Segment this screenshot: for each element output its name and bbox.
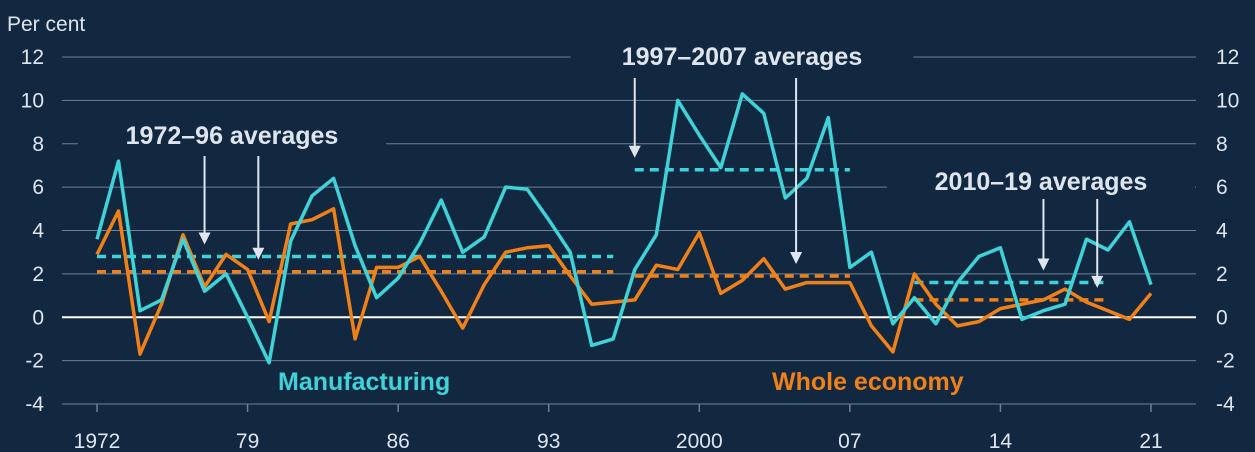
x-tick-labels: 1972 79 86 93 2000 07 14 21 xyxy=(74,404,1163,452)
series-label-manufacturing: Manufacturing xyxy=(278,368,450,396)
y-tick-labels-right: -4 -2 0 2 4 6 8 10 12 xyxy=(1216,46,1239,416)
annotations: 1972–96 averages 1997–2007 averages 2010–1… xyxy=(78,41,1195,288)
annotation-arrow-head-0-0 xyxy=(198,232,211,245)
annotation-bg-0 xyxy=(78,120,386,152)
y-tick-right--4: -4 xyxy=(1216,393,1235,416)
x-tick-label-1979: 79 xyxy=(236,430,259,452)
y-tick-left-6: 6 xyxy=(32,176,44,199)
y-tick-left-4: 4 xyxy=(32,220,44,243)
x-tick-label-1993: 93 xyxy=(537,430,560,452)
x-tick-label-2021: 21 xyxy=(1139,430,1162,452)
series-lines xyxy=(95,92,1153,365)
y-tick-left-10: 10 xyxy=(21,89,44,112)
y-tick-left-12: 12 xyxy=(21,46,44,69)
y-axis-unit: Per cent xyxy=(7,13,85,36)
series-label-whole-economy: Whole economy xyxy=(772,368,964,396)
series-line-manufacturing xyxy=(95,92,1153,365)
y-tick-right-6: 6 xyxy=(1216,176,1228,199)
y-tick-right-0: 0 xyxy=(1216,306,1228,329)
y-tick-right--2: -2 xyxy=(1216,350,1235,373)
annotation-0: 1972–96 averages xyxy=(126,122,339,150)
y-tick-right-8: 8 xyxy=(1216,133,1228,156)
annotation-arrow-head-2-0 xyxy=(1037,258,1050,271)
x-tick-label-2007: 07 xyxy=(838,430,861,452)
annotation-arrow-head-0-1 xyxy=(252,247,265,260)
y-tick-left-8: 8 xyxy=(32,133,44,156)
grid xyxy=(62,56,1196,405)
annotation-1: 1997–2007 averages xyxy=(622,43,863,71)
annotation-arrow-head-1-1 xyxy=(790,252,803,265)
y-tick-left-2: 2 xyxy=(32,263,44,286)
annotation-2: 2010–19 averages xyxy=(935,168,1148,196)
y-tick-right-4: 4 xyxy=(1216,220,1228,243)
y-tick-right-10: 10 xyxy=(1216,89,1239,112)
y-tick-left--4: -4 xyxy=(25,393,44,416)
y-tick-right-2: 2 xyxy=(1216,263,1228,286)
annotation-bg-1 xyxy=(570,41,914,73)
annotation-arrow-head-1-0 xyxy=(628,145,641,158)
y-tick-labels-left: -4 -2 0 2 4 6 8 10 12 xyxy=(21,46,45,416)
annotation-bg-2 xyxy=(887,166,1195,198)
annotation-arrow-head-2-1 xyxy=(1091,275,1104,288)
x-tick-label-2014: 14 xyxy=(989,430,1013,452)
y-tick-left--2: -2 xyxy=(25,350,44,373)
x-tick-label-1986: 86 xyxy=(386,430,409,452)
y-tick-right-12: 12 xyxy=(1216,46,1239,69)
y-tick-left-0: 0 xyxy=(32,306,44,329)
x-tick-label-2000: 2000 xyxy=(676,430,723,452)
x-tick-label-1972: 1972 xyxy=(74,430,121,452)
